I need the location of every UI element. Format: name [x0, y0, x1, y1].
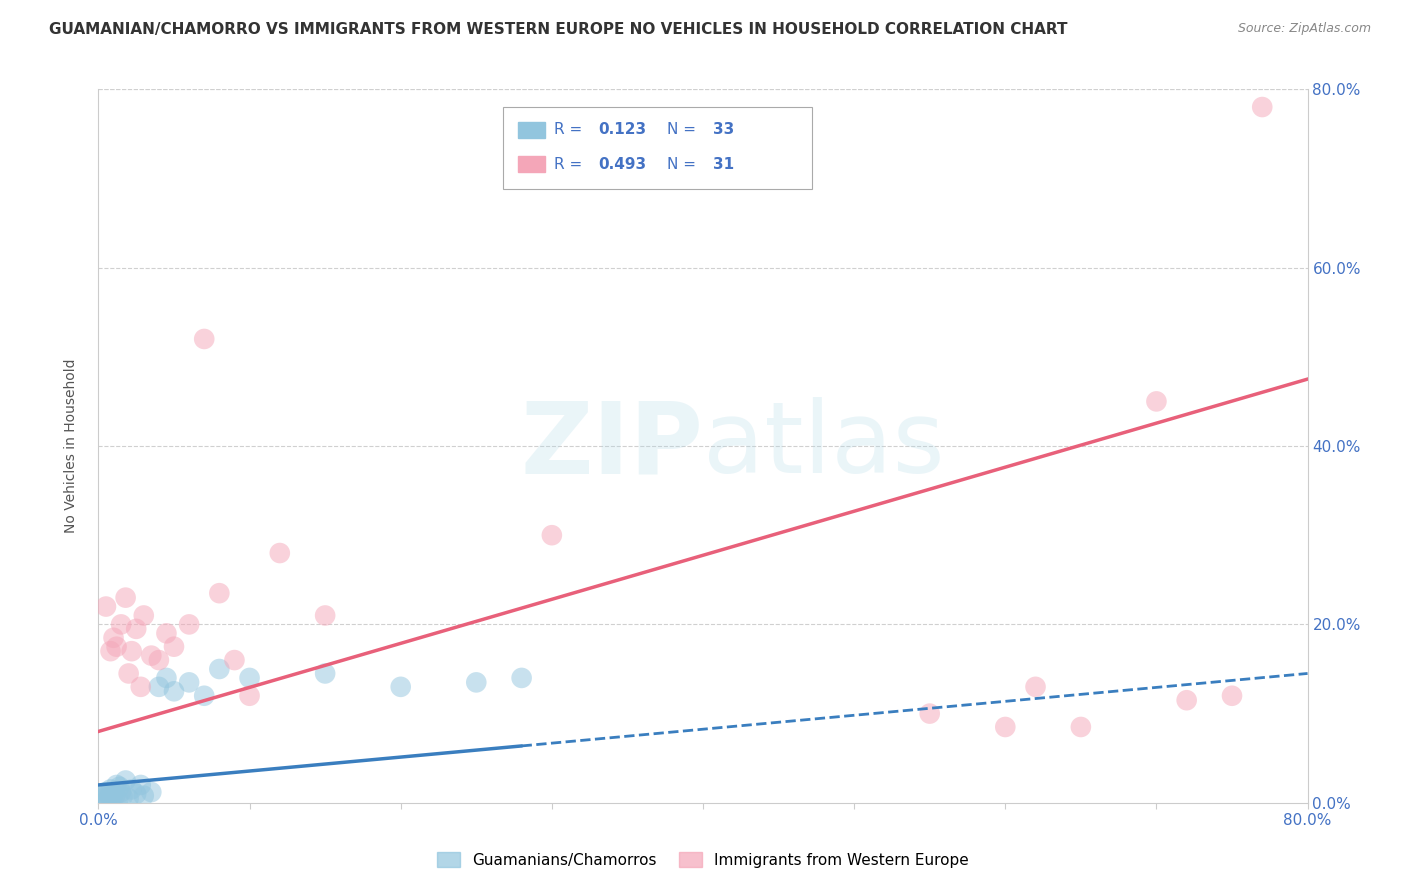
Text: ZIP: ZIP [520, 398, 703, 494]
Point [1070, 720, 1092, 734]
Text: R =: R = [554, 122, 588, 137]
Point [125, 787, 148, 801]
Text: 31: 31 [713, 157, 734, 171]
Point [129, 680, 152, 694]
FancyBboxPatch shape [503, 107, 811, 189]
Point [193, 332, 215, 346]
Point [104, 789, 127, 803]
Point [105, 778, 128, 792]
Point [1024, 680, 1046, 694]
Point [224, 653, 246, 667]
Point [179, 675, 201, 690]
Point [107, 793, 129, 807]
Point [239, 671, 262, 685]
Point [1251, 100, 1274, 114]
Text: atlas: atlas [703, 398, 945, 494]
Point [108, 780, 131, 794]
Point [540, 528, 562, 542]
Point [114, 591, 136, 605]
Point [103, 787, 125, 801]
Point [994, 720, 1017, 734]
Point [179, 617, 201, 632]
Point [163, 684, 186, 698]
Y-axis label: No Vehicles in Household: No Vehicles in Household [63, 359, 77, 533]
Point [93, 789, 115, 803]
Point [314, 608, 336, 623]
Point [91, 791, 114, 805]
Point [148, 680, 170, 694]
Text: GUAMANIAN/CHAMORRO VS IMMIGRANTS FROM WESTERN EUROPE NO VEHICLES IN HOUSEHOLD CO: GUAMANIAN/CHAMORRO VS IMMIGRANTS FROM WE… [49, 22, 1067, 37]
Point [94, 599, 117, 614]
Point [100, 644, 122, 658]
Point [132, 608, 155, 623]
Text: Source: ZipAtlas.com: Source: ZipAtlas.com [1237, 22, 1371, 36]
Point [148, 653, 170, 667]
Text: 0.123: 0.123 [598, 122, 645, 137]
Point [465, 675, 488, 690]
Point [121, 782, 143, 797]
Point [1220, 689, 1243, 703]
Point [141, 785, 163, 799]
Point [110, 785, 132, 799]
Point [269, 546, 291, 560]
Point [141, 648, 163, 663]
Point [208, 662, 231, 676]
Point [118, 791, 141, 805]
Point [125, 622, 148, 636]
Point [314, 666, 336, 681]
Point [105, 640, 128, 654]
Text: 33: 33 [713, 122, 734, 137]
Point [121, 644, 143, 658]
Bar [517, 122, 544, 137]
Point [389, 680, 412, 694]
Point [155, 671, 177, 685]
Point [129, 778, 152, 792]
Point [918, 706, 941, 721]
Point [1175, 693, 1198, 707]
Point [111, 789, 134, 804]
Point [110, 617, 132, 632]
Point [90, 787, 112, 801]
Point [98, 789, 121, 804]
Point [239, 689, 262, 703]
Point [114, 773, 136, 788]
Point [132, 789, 155, 803]
Point [155, 626, 177, 640]
Text: R =: R = [554, 157, 588, 171]
Bar [517, 156, 544, 172]
Text: N =: N = [666, 157, 700, 171]
Legend: Guamanians/Chamorros, Immigrants from Western Europe: Guamanians/Chamorros, Immigrants from We… [429, 844, 977, 875]
Point [1144, 394, 1167, 409]
Text: 0.493: 0.493 [598, 157, 645, 171]
Point [96, 793, 118, 807]
Point [193, 689, 215, 703]
Point [118, 666, 141, 681]
Point [208, 586, 231, 600]
Point [103, 631, 125, 645]
Text: N =: N = [666, 122, 700, 137]
Point [94, 785, 117, 799]
Point [101, 791, 124, 805]
Point [163, 640, 186, 654]
Point [100, 782, 122, 797]
Point [510, 671, 533, 685]
